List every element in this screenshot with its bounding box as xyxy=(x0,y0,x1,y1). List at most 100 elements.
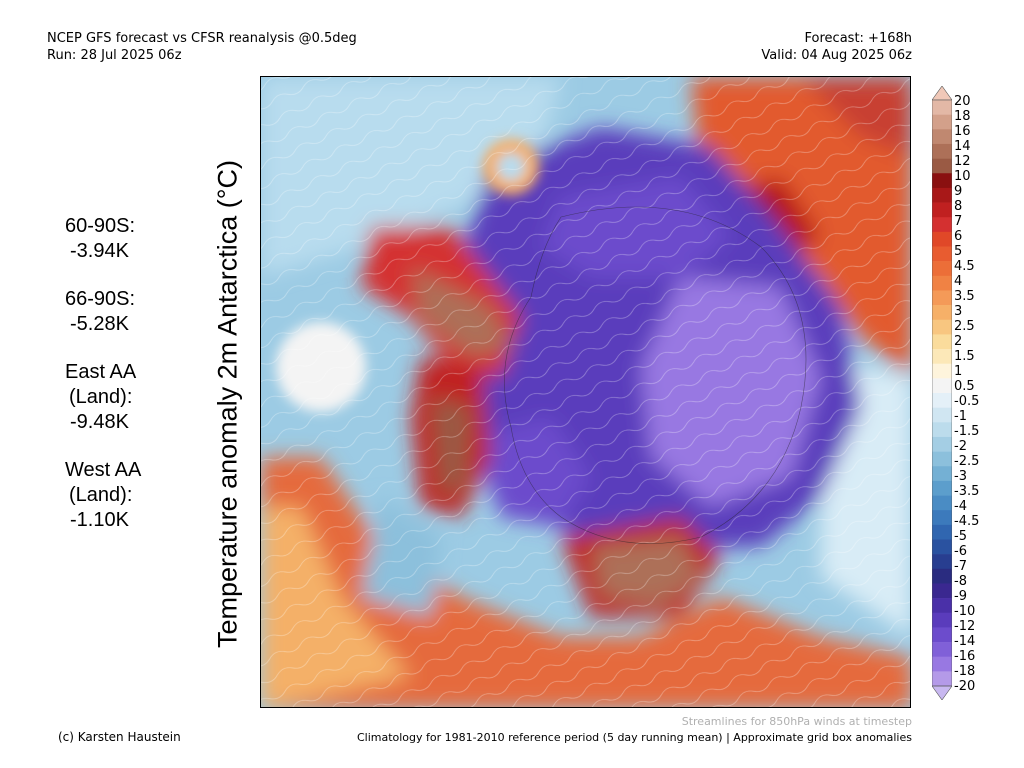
colorbar-tick-label: 1.5 xyxy=(954,349,975,364)
colorbar-frame xyxy=(932,99,952,687)
climatology-note: Climatology for 1981-2010 reference peri… xyxy=(356,731,912,744)
colorbar-tick-label: 20 xyxy=(954,94,971,109)
colorbar-tick-label: -4.5 xyxy=(954,514,980,529)
stat-value: -5.28K xyxy=(70,313,129,335)
streamlines-note: Streamlines for 850hPa winds at timestep xyxy=(681,715,912,728)
colorbar-band xyxy=(932,114,952,130)
header-left: NCEP GFS forecast vs CFSR reanalysis @0.… xyxy=(47,30,357,64)
colorbar-band xyxy=(932,363,952,379)
colorbar-tick-label: 9 xyxy=(954,184,963,199)
colorbar-tick-label: -2.5 xyxy=(954,454,980,469)
antarctica-coastline xyxy=(504,206,807,544)
vertical-map-title: Temperature anomaly 2m Antarctica (°C) xyxy=(212,160,243,648)
colorbar-tick-label: -14 xyxy=(954,634,976,649)
colorbar-band xyxy=(932,568,952,584)
colorbar-tick-label: -10 xyxy=(954,604,976,619)
colorbar-band xyxy=(932,305,952,321)
colorbar-band xyxy=(932,231,952,247)
colorbar-band xyxy=(932,217,952,233)
colorbar-band xyxy=(932,173,952,189)
colorbar-tick-label: -4 xyxy=(954,499,967,514)
stat-west-aa: West AA (Land): -1.10K xyxy=(65,458,141,533)
colorbar-band xyxy=(932,598,952,614)
colorbar-band xyxy=(932,349,952,364)
colorbar-tick-label: 3.5 xyxy=(954,289,975,304)
colorbar-tick-label: 6 xyxy=(954,229,963,244)
colorbar-band xyxy=(932,129,952,145)
colorbar-tick-label: 16 xyxy=(954,124,971,139)
colorbar-tick-label: -20 xyxy=(954,679,976,694)
colorbar-tick-label: -1 xyxy=(954,409,967,424)
colorbar-band xyxy=(932,451,952,467)
stats-panel: 60-90S: -3.94K 66-90S: -5.28K East AA (L… xyxy=(65,214,141,556)
colorbar-tick-label: 18 xyxy=(954,109,971,124)
colorbar-band xyxy=(932,202,952,218)
colorbar-band xyxy=(932,671,952,687)
colorbar-band xyxy=(932,407,952,423)
colorbar-band xyxy=(932,100,952,115)
anomaly-map[interactable] xyxy=(260,76,911,708)
credit-text: (c) Karsten Haustein xyxy=(58,730,181,744)
colorbar-tick-label: -18 xyxy=(954,664,976,679)
colorbar-band xyxy=(932,583,952,599)
colorbar-band xyxy=(932,393,952,408)
colorbar-bottom-arrow xyxy=(932,685,952,700)
colorbar-band xyxy=(932,524,952,540)
colorbar-band xyxy=(932,510,952,526)
header-right: Forecast: +168h Valid: 04 Aug 2025 06z xyxy=(761,30,912,64)
forecast-label: Forecast: +168h xyxy=(804,31,912,46)
colorbar-band xyxy=(932,143,952,159)
stat-east-aa: East AA (Land): -9.48K xyxy=(65,360,141,435)
colorbar-tick-label: 4 xyxy=(954,274,963,289)
colorbar-tick-label: 0.5 xyxy=(954,379,975,394)
colorbar-tick-label: 1 xyxy=(954,364,963,379)
colorbar-band xyxy=(932,334,952,350)
colorbar-tick-label: -9 xyxy=(954,589,967,604)
colorbar-tick-label: -2 xyxy=(954,439,967,454)
stat-label: 66-90S: xyxy=(65,288,136,310)
colorbar-band xyxy=(932,642,952,657)
stat-label: East AA xyxy=(65,361,137,383)
colorbar-tick-label: 7 xyxy=(954,214,963,229)
colorbar-band xyxy=(932,187,952,203)
colorbar-tick-label: -1.5 xyxy=(954,424,980,439)
colorbar-band xyxy=(932,554,952,570)
valid-label: Valid: 04 Aug 2025 06z xyxy=(761,48,912,63)
colorbar-band xyxy=(932,627,952,643)
streamlines-overlay xyxy=(261,77,910,707)
stat-value: -9.48K xyxy=(70,411,129,433)
colorbar-band xyxy=(932,290,952,306)
anomaly-map-graphic xyxy=(261,77,910,707)
colorbar xyxy=(932,86,952,700)
colorbar-tick-label: 4.5 xyxy=(954,259,975,274)
colorbar-tick-label: 12 xyxy=(954,154,971,169)
colorbar-tick-label: -6 xyxy=(954,544,967,559)
stat-66-90s: 66-90S: -5.28K xyxy=(65,287,141,337)
stat-sublabel: (Land): xyxy=(69,484,133,506)
colorbar-band xyxy=(932,495,952,511)
colorbar-band xyxy=(932,246,952,262)
stat-60-90s: 60-90S: -3.94K xyxy=(65,214,141,264)
colorbar-band xyxy=(932,319,952,335)
colorbar-band xyxy=(932,480,952,496)
colorbar-band xyxy=(932,422,952,438)
colorbar-top-arrow xyxy=(932,86,952,101)
colorbar-tick-label: 2 xyxy=(954,334,963,349)
colorbar-tick-label: -7 xyxy=(954,559,967,574)
colorbar-band xyxy=(932,612,952,628)
colorbar-tick-label: 8 xyxy=(954,199,963,214)
colorbar-band xyxy=(932,466,952,482)
colorbar-band xyxy=(932,275,952,291)
colorbar-tick-label: 3 xyxy=(954,304,963,319)
map-title-line: NCEP GFS forecast vs CFSR reanalysis @0.… xyxy=(47,31,357,46)
colorbar-tick-label: -8 xyxy=(954,574,967,589)
colorbar-tick-label: -3 xyxy=(954,469,967,484)
colorbar-tick-label: -16 xyxy=(954,649,976,664)
stat-label: 60-90S: xyxy=(65,215,136,237)
colorbar-band xyxy=(932,436,952,452)
colorbar-tick-label: -0.5 xyxy=(954,394,980,409)
colorbar-band xyxy=(932,656,952,672)
stat-sublabel: (Land): xyxy=(69,386,133,408)
stat-label: West AA xyxy=(65,459,142,481)
colorbar-band xyxy=(932,158,952,174)
